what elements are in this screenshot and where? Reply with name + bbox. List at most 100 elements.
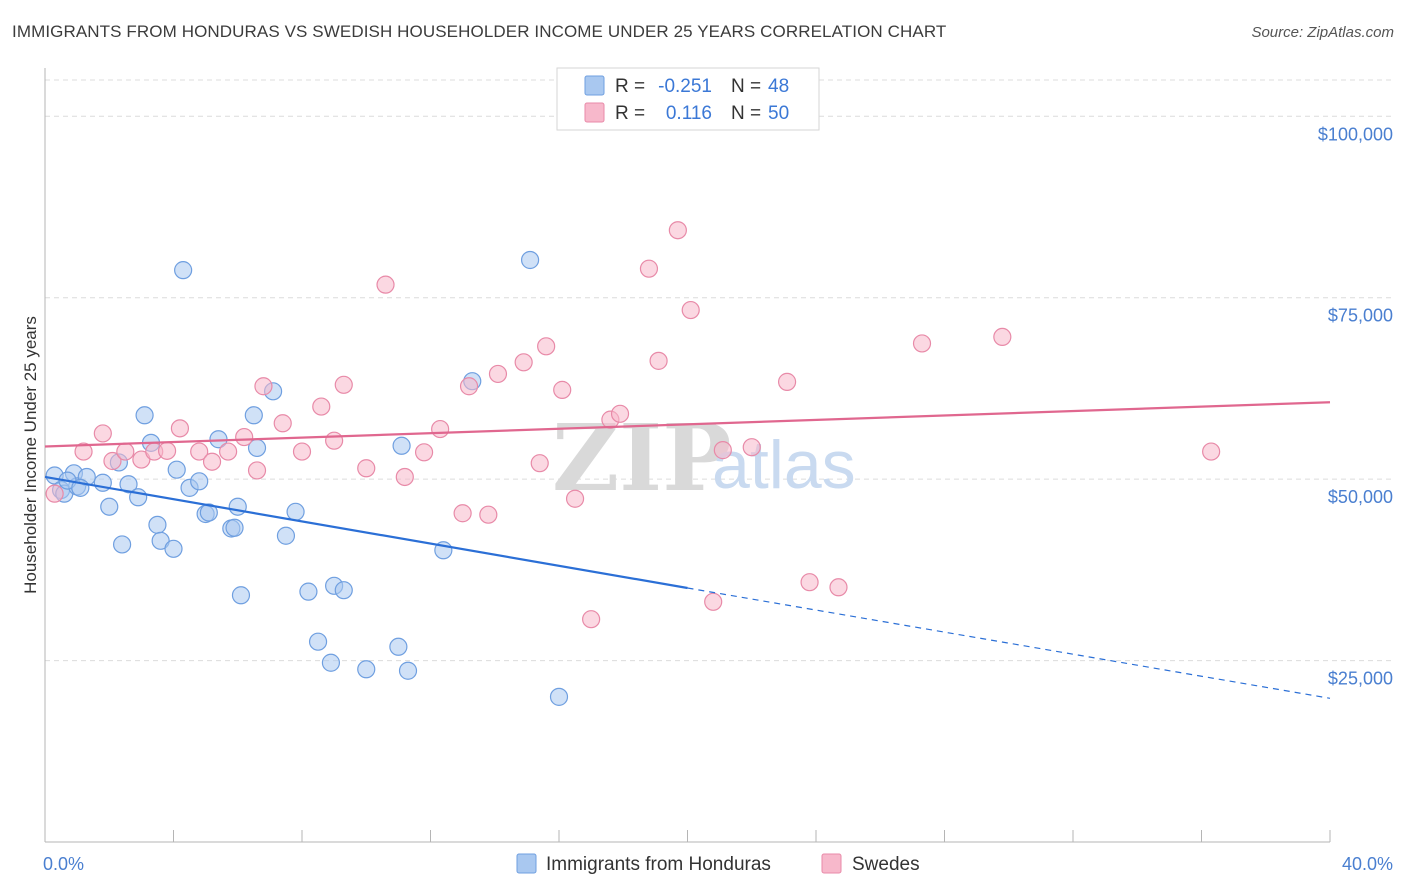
data-point <box>276 526 296 545</box>
data-point <box>357 660 376 679</box>
data-point <box>668 221 687 240</box>
trend-line-dashed-honduras <box>687 587 1331 699</box>
y-tick-label: $100,000 <box>1318 124 1393 144</box>
data-point <box>231 586 251 605</box>
data-point <box>174 261 193 280</box>
points-layer <box>45 221 1221 706</box>
legend-top-n-value-swedes: 50 <box>768 103 789 124</box>
data-point <box>167 460 186 479</box>
data-point <box>325 431 344 450</box>
legend-top-swatch-honduras <box>584 75 605 96</box>
data-point <box>357 459 376 478</box>
data-point <box>459 377 479 396</box>
y-tick-label: $50,000 <box>1328 487 1393 507</box>
legend-bottom-swatch-swedes <box>821 853 842 874</box>
legend-top-n-label-swedes: N = <box>731 103 761 124</box>
labels-layer: $25,000 $50,000 $75,000 $100,000 0.0% 40.0% Ho… <box>21 124 1393 874</box>
data-point <box>225 518 244 537</box>
watermark-atlas: atlas <box>712 427 856 503</box>
data-point <box>376 275 395 294</box>
data-point <box>299 582 318 601</box>
data-point <box>537 337 556 356</box>
data-point <box>681 300 700 320</box>
data-point <box>244 406 263 425</box>
y-tick-label: $25,000 <box>1328 669 1393 689</box>
data-point <box>514 353 533 372</box>
data-point <box>553 380 572 399</box>
data-point <box>565 489 585 508</box>
trend-line-honduras <box>44 475 688 590</box>
data-point <box>235 427 254 447</box>
data-point <box>649 351 668 370</box>
y-axis-title: Householder Income Under 25 years <box>21 316 40 594</box>
data-point <box>247 461 267 480</box>
data-point <box>993 327 1012 347</box>
data-point <box>273 414 292 433</box>
data-point <box>479 505 498 524</box>
data-point <box>190 442 209 461</box>
legend-top-n-label-honduras: N = <box>731 76 761 97</box>
data-point <box>549 687 569 706</box>
data-point <box>392 436 411 455</box>
data-point <box>713 441 732 460</box>
data-point <box>530 454 549 473</box>
data-point <box>93 424 112 443</box>
data-point <box>800 573 819 592</box>
data-point <box>286 502 305 521</box>
data-point <box>228 497 247 516</box>
data-point <box>414 443 434 462</box>
data-point <box>148 515 167 534</box>
data-point <box>334 375 353 394</box>
legend-top-n-value-honduras: 48 <box>768 76 789 97</box>
data-point <box>829 578 848 597</box>
data-point <box>334 581 353 600</box>
series-swedes <box>45 221 1221 629</box>
legend-top-r-label-honduras: R = <box>615 76 645 97</box>
legend-top-r-value-swedes: 0.116 <box>666 103 712 124</box>
legend-bottom-label-swedes: Swedes <box>852 854 920 875</box>
y-tick-label: $75,000 <box>1328 306 1393 326</box>
x-tick-label: 0.0% <box>43 854 84 874</box>
data-point <box>103 451 122 471</box>
data-point <box>520 250 540 270</box>
chart-title: IMMIGRANTS FROM HONDURAS VS SWEDISH HOUS… <box>12 22 947 41</box>
data-point <box>190 472 209 491</box>
data-point <box>45 484 64 503</box>
data-point <box>202 452 222 471</box>
data-point <box>135 406 154 425</box>
legend-bottom-swatch-honduras <box>516 853 537 874</box>
data-point <box>74 442 93 461</box>
data-point <box>742 438 761 457</box>
data-point <box>777 372 797 391</box>
data-point <box>431 419 450 439</box>
data-point <box>219 442 238 461</box>
data-point <box>112 535 132 554</box>
legend-bottom-label-honduras: Immigrants from Honduras <box>546 854 771 875</box>
legend-top-swatch-swedes <box>584 102 605 123</box>
data-point <box>453 504 472 523</box>
data-point <box>157 441 177 460</box>
legend-top: R = -0.251 N = 48 R = 0.116 N = 50 <box>556 67 820 131</box>
trend-layer <box>44 401 1331 699</box>
grid-layer <box>45 79 1393 662</box>
data-point <box>610 404 630 423</box>
data-point <box>254 377 273 396</box>
data-point <box>582 610 601 629</box>
x-tick-label: 40.0% <box>1342 854 1393 874</box>
data-point <box>389 637 408 656</box>
data-point <box>312 397 331 416</box>
data-point <box>488 364 508 384</box>
data-point <box>119 475 138 494</box>
data-point <box>398 661 418 680</box>
series-honduras <box>45 250 569 706</box>
data-point <box>100 497 119 516</box>
data-point <box>292 442 312 461</box>
source-credit: Source: ZipAtlas.com <box>1251 24 1394 41</box>
data-point <box>912 334 932 353</box>
trend-line-swedes <box>44 401 1331 448</box>
data-point <box>308 632 328 651</box>
data-point <box>704 592 723 611</box>
legend-bottom: Immigrants from Honduras Swedes <box>516 853 920 875</box>
data-point <box>1202 442 1221 461</box>
